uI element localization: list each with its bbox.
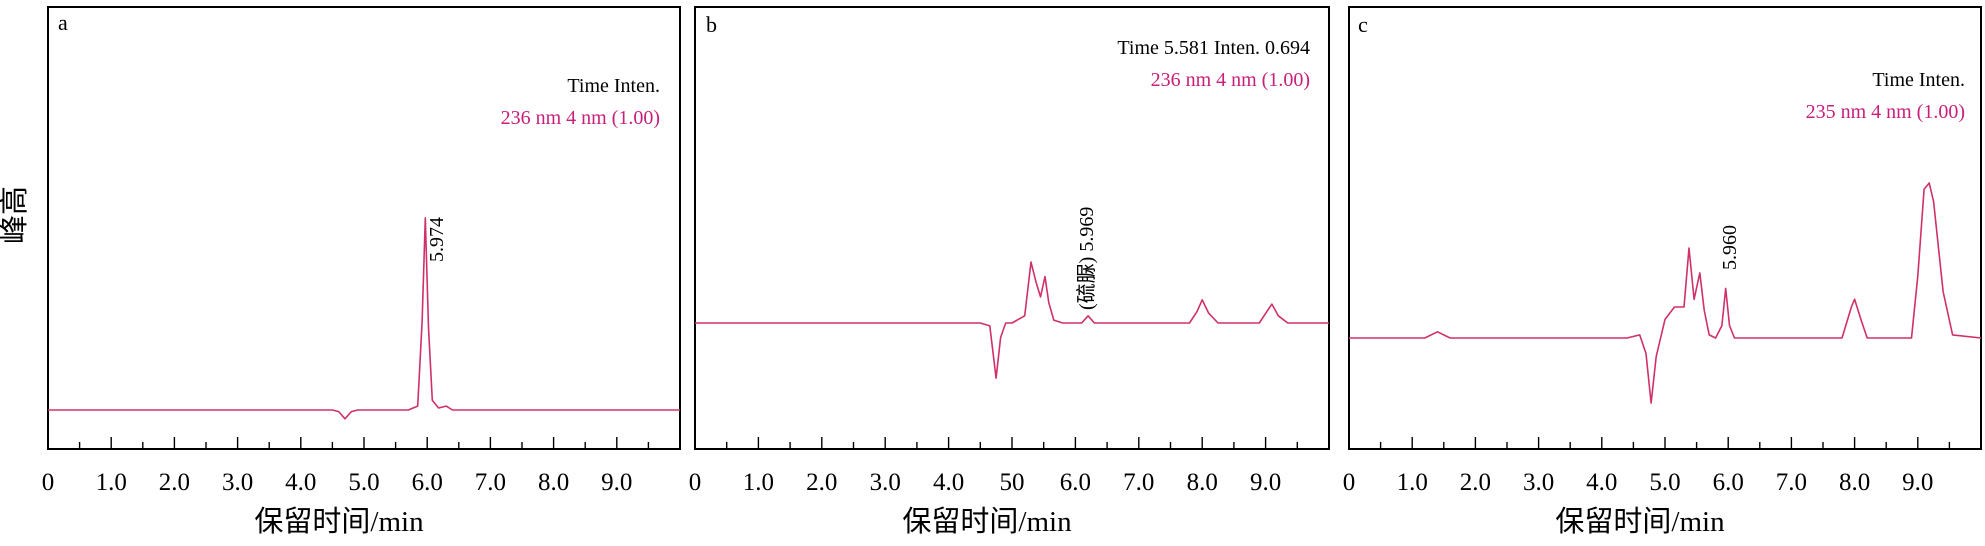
- x-tick-label: 7.0: [1776, 469, 1807, 496]
- x-tick-label: 9.0: [1250, 469, 1281, 496]
- x-tick-label: 9.0: [601, 469, 632, 496]
- x-tick-label: 8.0: [1187, 469, 1218, 496]
- x-tick-label: 8.0: [538, 469, 569, 496]
- x-tick-label: 50: [1000, 469, 1025, 496]
- panel-c: 0 1.0 2.0 3.0 4.0 5.0 6.0 7.0 8.0 9.0 保留时间/min c Tim…: [1343, 6, 1982, 538]
- legend-line-1: Time Inten.: [567, 75, 660, 97]
- panel-a: 0 1.0 2.0 3.0 4.0 5.0 6.0 7.0 8.0 9.0 保留时间/min a Tim…: [42, 6, 681, 538]
- x-tick-label: 4.0: [933, 469, 964, 496]
- panel-letter: c: [1358, 12, 1368, 37]
- chromatogram-trace: [695, 261, 1329, 379]
- peak-label: 5.974: [426, 217, 448, 262]
- x-tick-label: 3.0: [222, 469, 253, 496]
- x-axis-label: 保留时间/min: [254, 505, 424, 538]
- legend-line-2: 235 nm 4 nm (1.00): [1806, 101, 1965, 123]
- x-tick-label: 6.0: [1060, 469, 1091, 496]
- x-tick-label: 1.0: [96, 469, 127, 496]
- legend-line-2: 236 nm 4 nm (1.00): [501, 107, 660, 129]
- peak-label: (硫脲) 5.969: [1075, 207, 1098, 310]
- x-tick-label: 4.0: [285, 469, 316, 496]
- x-tick-label: 3.0: [1523, 469, 1554, 496]
- panel-b: 0 1.0 2.0 3.0 4.0 50 6.0 7.0 8.0 9.0 保留时间/min b Time…: [689, 6, 1330, 538]
- x-tick-label: 7.0: [475, 469, 506, 496]
- peak-label: 5.960: [1719, 225, 1741, 270]
- x-tick-label: 3.0: [870, 469, 901, 496]
- x-tick-label: 5.0: [348, 469, 379, 496]
- x-tick-label: 1.0: [743, 469, 774, 496]
- x-tick-label: 6.0: [1713, 469, 1744, 496]
- legend-line-2: 236 nm 4 nm (1.00): [1151, 69, 1310, 91]
- x-tick-label: 0: [42, 469, 55, 496]
- x-tick-label: 6.0: [412, 469, 443, 496]
- panel-letter: b: [706, 12, 717, 37]
- y-axis-label: 峰高: [0, 186, 31, 244]
- x-axis-label: 保留时间/min: [1555, 505, 1725, 538]
- chromatogram-trace: [1349, 182, 1982, 404]
- x-tick-label: 0: [689, 469, 702, 496]
- x-tick-label: 5.0: [1649, 469, 1680, 496]
- x-tick-label: 2.0: [159, 469, 190, 496]
- legend-line-1: Time Inten.: [1872, 69, 1965, 91]
- x-tick-label: 1.0: [1397, 469, 1428, 496]
- x-tick-label: 9.0: [1902, 469, 1933, 496]
- x-tick-label: 7.0: [1123, 469, 1154, 496]
- x-tick-label: 2.0: [806, 469, 837, 496]
- plot-frame: [47, 6, 681, 450]
- chromatogram-trace: [48, 217, 680, 420]
- x-tick-label: 8.0: [1839, 469, 1870, 496]
- x-axis-label: 保留时间/min: [902, 505, 1072, 538]
- panel-letter: a: [58, 10, 68, 35]
- x-tick-label: 0: [1343, 469, 1356, 496]
- x-tick-label: 4.0: [1586, 469, 1617, 496]
- x-tick-label: 2.0: [1460, 469, 1491, 496]
- legend-line-1: Time 5.581 Inten. 0.694: [1117, 37, 1310, 59]
